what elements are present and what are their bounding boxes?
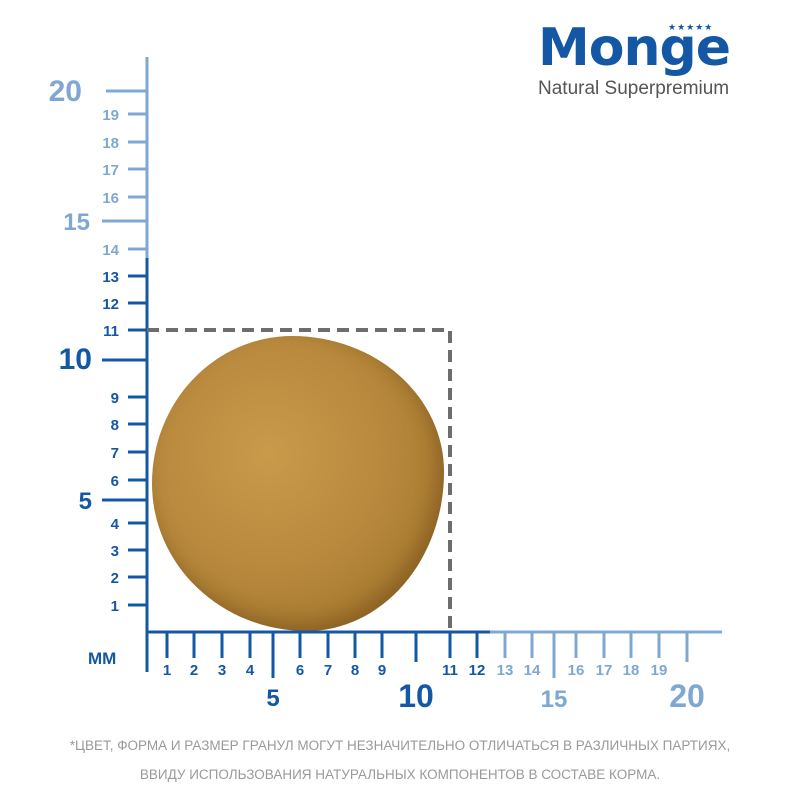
- brand-tagline: Natural Superpremium: [538, 78, 730, 99]
- x-tick-label: 11: [442, 662, 458, 679]
- y-tick-label: 7: [111, 445, 119, 462]
- stars-icon: ★★★★★: [668, 22, 714, 32]
- y-tick-label-major: 10: [59, 343, 92, 376]
- footnote-line-2: ВВИДУ ИСПОЛЬЗОВАНИЯ НАТУРАЛЬНЫХ КОМПОНЕН…: [139, 767, 661, 782]
- x-tick-label: 2: [190, 662, 198, 679]
- y-tick-label: 18: [102, 135, 119, 152]
- kibble-size-outline: [147, 328, 452, 632]
- x-tick-label: 1: [163, 662, 171, 679]
- x-tick-label: 13: [497, 662, 514, 679]
- y-tick-label: 14: [102, 242, 119, 259]
- brand-logo: ★★★★★ Monge Natural Superpremium: [538, 22, 748, 100]
- y-tick-label: 9: [111, 390, 119, 407]
- y-tick-label: 6: [111, 473, 119, 490]
- y-tick-label-major: 5: [79, 488, 92, 515]
- x-tick-label: 7: [324, 662, 332, 679]
- y-tick-label: 16: [102, 190, 119, 207]
- x-tick-label-major: 15: [541, 686, 568, 713]
- x-tick-label: 9: [378, 662, 386, 679]
- x-tick-label: 3: [218, 662, 226, 679]
- footnote-line-1: *ЦВЕТ, ФОРМА И РАЗМЕР ГРАНУЛ МОГУТ НЕЗНА…: [69, 738, 731, 753]
- y-tick-label: 11: [103, 323, 119, 340]
- x-tick-label: 14: [524, 662, 541, 679]
- y-tick-label-major: 20: [49, 75, 82, 108]
- y-tick-label: 13: [102, 269, 119, 286]
- y-tick-label: 19: [102, 107, 119, 124]
- unit-label: ММ: [88, 649, 116, 668]
- x-tick-label: 12: [469, 662, 486, 679]
- y-tick-label: 1: [111, 598, 119, 615]
- x-tick-label: 18: [623, 662, 640, 679]
- y-tick-label: 17: [102, 162, 119, 179]
- brand-name: Monge: [538, 18, 731, 78]
- x-tick-label-major: 10: [398, 678, 434, 714]
- x-tick-label: 6: [296, 662, 304, 679]
- y-tick-label: 8: [111, 417, 119, 434]
- x-tick-label: 17: [596, 662, 613, 679]
- x-tick-label-major: 20: [669, 678, 705, 714]
- y-tick-label: 12: [102, 296, 119, 313]
- x-tick-label: 16: [568, 662, 585, 679]
- y-tick-label: 3: [111, 543, 119, 560]
- y-tick-label: 2: [111, 570, 119, 587]
- x-tick-label: 4: [246, 662, 255, 679]
- kibble-photo: [152, 336, 444, 631]
- x-tick-label-major: 5: [266, 685, 279, 712]
- y-tick-label: 4: [111, 516, 120, 533]
- x-tick-label: 19: [651, 662, 668, 679]
- y-tick-label-major: 15: [63, 209, 90, 236]
- x-tick-label: 8: [351, 662, 359, 679]
